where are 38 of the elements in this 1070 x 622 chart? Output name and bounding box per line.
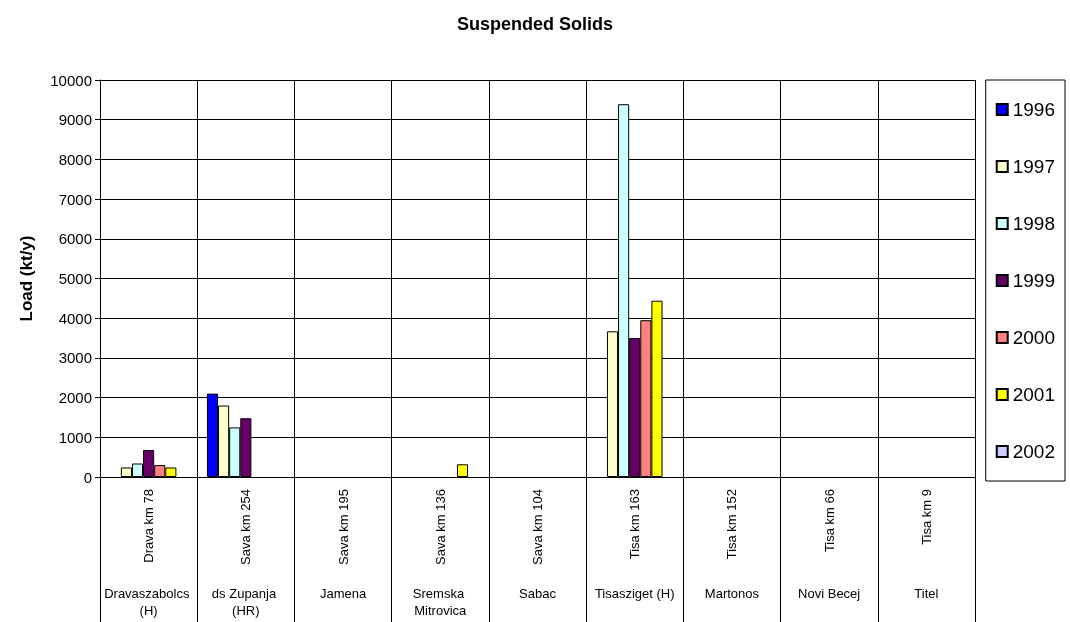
x-tick-label: Tisa km 163 xyxy=(627,489,643,560)
x-tick-label: Tisa km 152 xyxy=(724,489,740,560)
text: Dravaszabolcs (H) xyxy=(104,586,194,618)
legend-label: 1998 xyxy=(1012,213,1056,234)
x-tick-label: Tisa km 9 xyxy=(918,489,934,545)
y-tick-label: 9000 xyxy=(58,111,92,129)
chart-title: Suspended Solids xyxy=(456,14,614,34)
y-tick-label: 2000 xyxy=(58,389,92,407)
legend-label: 1996 xyxy=(1012,99,1056,120)
x-tick-label: Sava km 254 xyxy=(238,489,254,565)
x-tick-label: Sava km 104 xyxy=(530,489,545,565)
y-tick-label: 8000 xyxy=(58,150,92,168)
x-tick-label: Drava km 78 xyxy=(141,489,157,563)
x-tick-label: Tisa km 66 xyxy=(821,489,837,553)
text: ds Zupanja (HR) xyxy=(211,586,280,618)
y-tick-label: 0 xyxy=(83,468,92,486)
text: Sremska Mitrovica xyxy=(412,586,468,618)
y-axis-title: Load (kt/y) xyxy=(17,235,36,322)
y-tick-label: 3000 xyxy=(58,349,92,367)
text: Novi Becej xyxy=(798,586,861,601)
y-tick-label: 1000 xyxy=(58,428,92,446)
text: Martonos xyxy=(704,586,760,601)
y-tick-label: 5000 xyxy=(58,270,92,287)
y-tick-label: 7000 xyxy=(58,190,92,208)
legend-label: 2000 xyxy=(1012,327,1056,348)
x-tick-label: Sava km 136 xyxy=(432,489,448,565)
legend-label: 1997 xyxy=(1012,156,1056,177)
text: Tisasziget (H) xyxy=(594,586,675,601)
legend-label: 1999 xyxy=(1012,270,1056,291)
text: Sabac xyxy=(519,586,557,601)
x-tick-label: Sava km 195 xyxy=(335,489,351,565)
legend-label: 2002 xyxy=(1012,441,1056,462)
text: Jamena xyxy=(319,586,367,601)
text: Titel xyxy=(914,586,939,601)
y-tick-label: 10000 xyxy=(50,71,92,89)
legend-label: 2001 xyxy=(1012,384,1056,405)
y-tick-label: 4000 xyxy=(58,309,92,327)
y-tick-label: 6000 xyxy=(58,230,92,248)
